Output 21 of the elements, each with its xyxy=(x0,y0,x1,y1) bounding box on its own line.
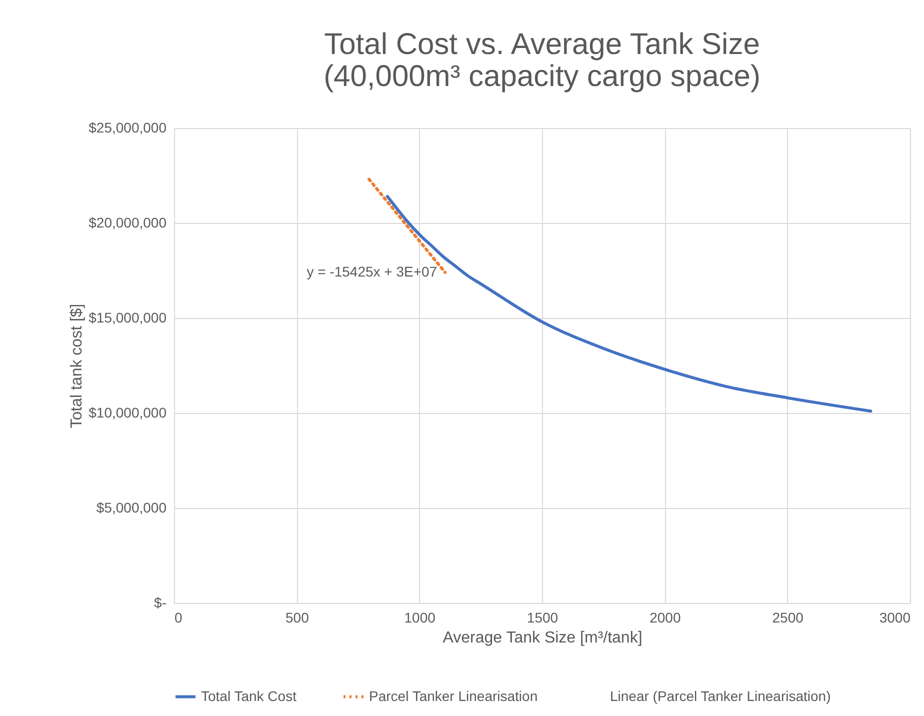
x-tick-label: 2500 xyxy=(772,610,804,626)
text: Linear (Parcel Tanker Linearisation) xyxy=(610,688,831,704)
y-tick-label: $5,000,000 xyxy=(96,500,167,516)
x-tick-label: 500 xyxy=(285,610,310,626)
x-tick-label: 3000 xyxy=(879,610,911,626)
x-tick-label: 2000 xyxy=(650,610,681,626)
x-tick-label: 0 xyxy=(174,610,182,626)
chart-title: Total Cost vs. Average Tank Size (40,000m³ capacity cargo space) xyxy=(324,28,760,93)
y-axis-title: Total tank cost [$] xyxy=(68,304,86,428)
x-tick-label: 1000 xyxy=(404,610,436,626)
y-tick-label: $20,000,000 xyxy=(88,214,167,230)
legend-label: Parcel Tanker Linearisation xyxy=(369,688,538,704)
x-axis-title: Average Tank Size [m³/tank] xyxy=(442,630,642,646)
y-tick-label: $15,000,000 xyxy=(88,310,167,326)
x-tick-label: 1500 xyxy=(526,610,558,626)
legend-label: Total Tank Cost xyxy=(201,688,297,704)
line-series xyxy=(386,194,872,413)
annotation: y = -15425x + 3E+07 xyxy=(306,263,438,280)
y-tick-label: $10,000,000 xyxy=(88,404,167,420)
y-tick-label: $25,000,000 xyxy=(88,120,167,136)
y-tick-label: $- xyxy=(154,594,167,610)
